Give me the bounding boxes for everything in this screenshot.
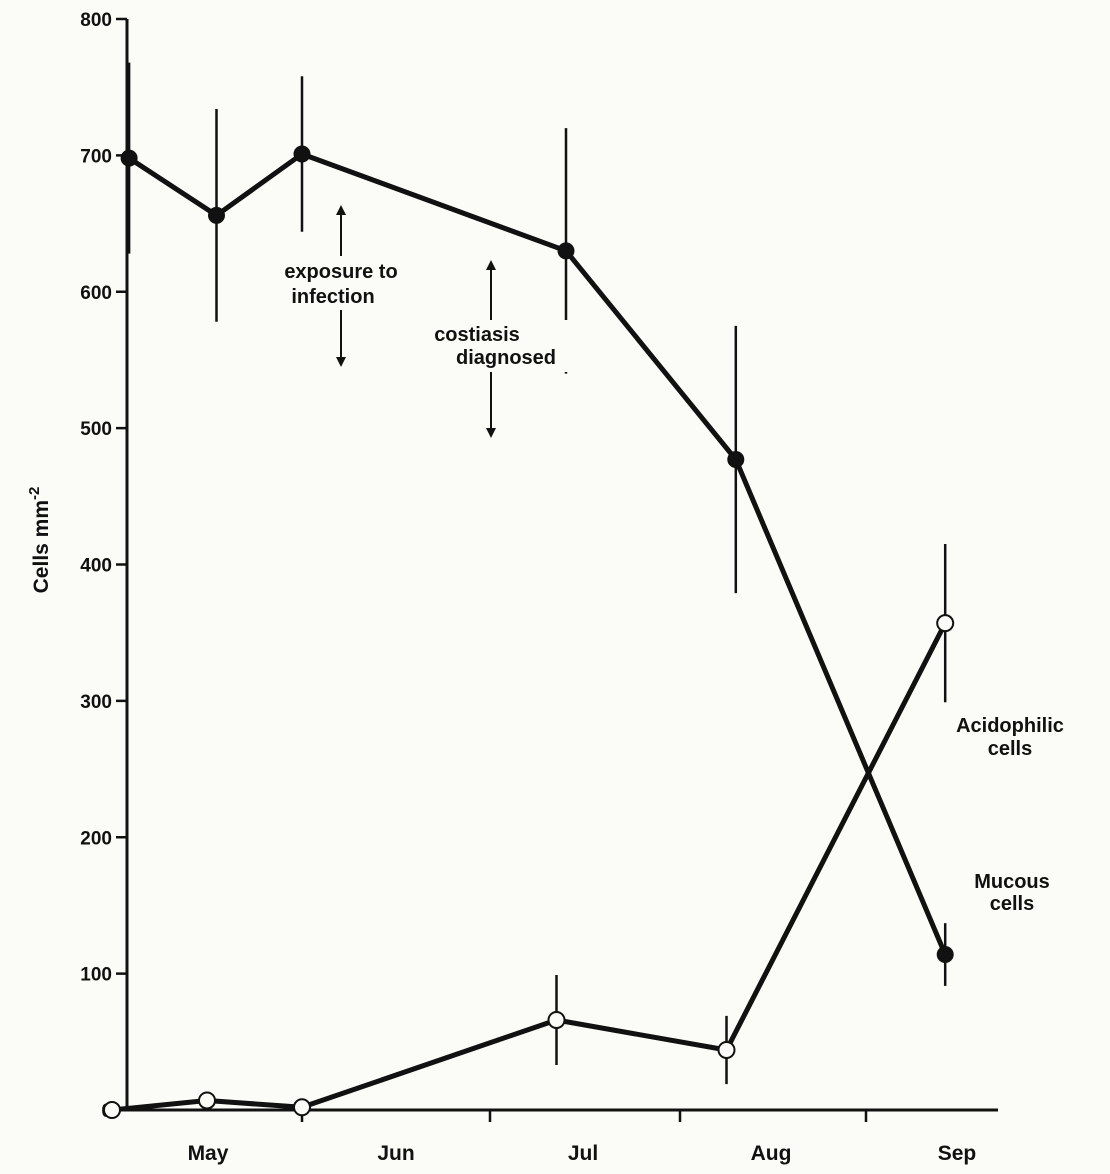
data-point bbox=[208, 206, 225, 224]
series-line bbox=[127, 151, 948, 956]
data-point bbox=[727, 450, 745, 468]
series-label-acidophilic-line2: cells bbox=[988, 738, 1032, 760]
y-ticks: 0100200300400500600700800 bbox=[80, 10, 127, 1122]
y-tick-label: 700 bbox=[80, 146, 112, 167]
x-ticks: May Jun Jul Aug Sep bbox=[188, 1110, 977, 1165]
data-point bbox=[717, 1040, 736, 1059]
y-axis-label-superscript: -2 bbox=[26, 487, 43, 500]
x-tick-label: May bbox=[188, 1142, 229, 1165]
data-point bbox=[198, 1091, 216, 1110]
svg-text:Cells mm-2: Cells mm-2 bbox=[26, 487, 53, 594]
annotation-costiasis: costiasis diagnosed bbox=[430, 260, 570, 438]
y-tick-label: 400 bbox=[80, 556, 112, 577]
series-label-mucous: Mucous cells bbox=[974, 871, 1050, 915]
y-tick-label: 600 bbox=[80, 283, 112, 304]
data-point bbox=[547, 1010, 566, 1029]
annotation-exposure: exposure to infection bbox=[262, 205, 422, 367]
y-tick-label: 800 bbox=[80, 10, 112, 31]
y-tick-label: 100 bbox=[80, 965, 112, 986]
data-point bbox=[557, 242, 575, 260]
data-point bbox=[936, 946, 954, 964]
x-tick-label: Jul bbox=[568, 1142, 598, 1165]
y-tick-label: 200 bbox=[80, 828, 112, 849]
data-point bbox=[293, 1098, 311, 1117]
y-tick-label: 500 bbox=[80, 419, 112, 440]
series-label-acidophilic-line1: Acidophilic bbox=[956, 715, 1064, 737]
data-point bbox=[293, 145, 311, 163]
y-axis-label: Cells mm-2 bbox=[26, 487, 53, 594]
annotation-costiasis-line1: costiasis bbox=[434, 324, 520, 346]
series-acidophilic bbox=[103, 544, 955, 1119]
series-mucous bbox=[120, 62, 954, 986]
y-axis-label-text: Cells mm bbox=[30, 500, 53, 593]
x-tick-label: Jun bbox=[377, 1142, 414, 1165]
annotation-exposure-line1: exposure to bbox=[284, 261, 397, 283]
series-label-mucous-line1: Mucous bbox=[974, 871, 1050, 893]
series-label-mucous-line2: cells bbox=[990, 893, 1034, 915]
data-point bbox=[103, 1101, 121, 1119]
y-tick-label: 300 bbox=[80, 692, 112, 713]
data-point bbox=[936, 614, 955, 633]
series-label-acidophilic: Acidophilic cells bbox=[956, 715, 1064, 760]
series-layer bbox=[103, 62, 955, 1119]
series-line bbox=[111, 621, 948, 1113]
annotation-exposure-line2: infection bbox=[291, 286, 374, 308]
x-tick-label: Sep bbox=[938, 1142, 977, 1165]
data-point bbox=[120, 149, 138, 167]
annotation-costiasis-line2: diagnosed bbox=[456, 347, 556, 369]
x-tick-label: Aug bbox=[751, 1142, 792, 1165]
